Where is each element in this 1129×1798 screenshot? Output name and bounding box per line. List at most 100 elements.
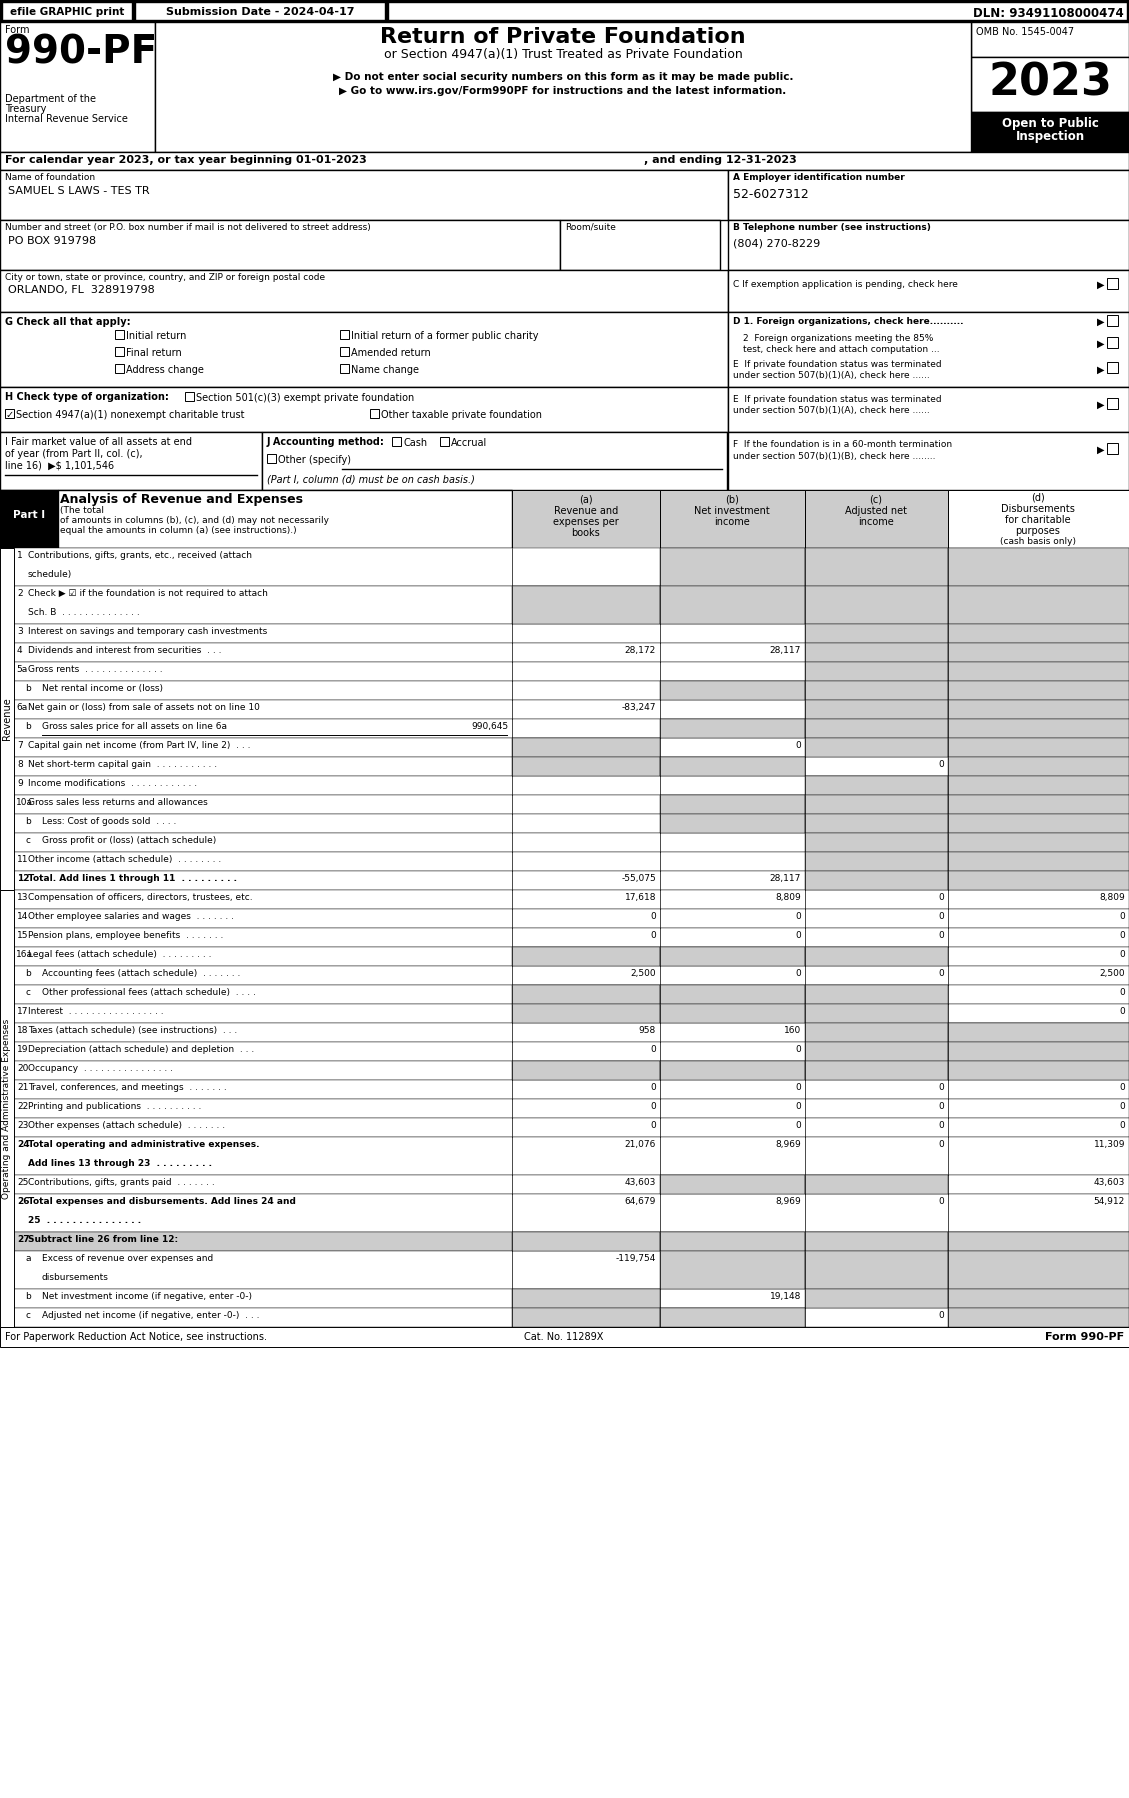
Bar <box>14 737 1129 757</box>
Bar <box>2 2 132 20</box>
Text: Adjusted net income (if negative, enter -0-)  . . .: Adjusted net income (if negative, enter … <box>42 1311 260 1320</box>
Text: 19: 19 <box>17 1045 28 1054</box>
Text: Net gain or (loss) from sale of assets not on line 10: Net gain or (loss) from sale of assets n… <box>28 703 260 712</box>
Bar <box>5 408 14 417</box>
Bar <box>0 219 560 270</box>
Text: 0: 0 <box>650 1082 656 1091</box>
Text: 23: 23 <box>17 1120 28 1129</box>
Bar <box>948 644 1129 662</box>
Text: -119,754: -119,754 <box>615 1253 656 1262</box>
Bar <box>1108 397 1118 408</box>
Text: Treasury: Treasury <box>5 104 46 113</box>
Text: Net short-term capital gain  . . . . . . . . . . .: Net short-term capital gain . . . . . . … <box>28 761 217 770</box>
Bar <box>805 777 948 795</box>
Text: Operating and Administrative Expenses: Operating and Administrative Expenses <box>2 1018 11 1199</box>
Text: Travel, conferences, and meetings  . . . . . . .: Travel, conferences, and meetings . . . … <box>28 1082 227 1091</box>
Text: 990-PF: 990-PF <box>5 34 157 72</box>
Bar <box>948 777 1129 795</box>
Bar <box>948 1232 1129 1251</box>
Bar <box>805 1003 948 1023</box>
Bar <box>948 662 1129 681</box>
Bar <box>14 662 1129 681</box>
Text: 52-6027312: 52-6027312 <box>733 189 808 201</box>
Text: b: b <box>25 969 30 978</box>
Text: c: c <box>25 987 30 998</box>
Bar <box>805 795 948 814</box>
Bar <box>805 699 948 719</box>
Text: ORLANDO, FL  328919798: ORLANDO, FL 328919798 <box>8 286 155 295</box>
Text: Disbursements: Disbursements <box>1001 503 1075 514</box>
Bar <box>805 985 948 1003</box>
Text: 0: 0 <box>650 1120 656 1129</box>
Text: Contributions, gifts, grants, etc., received (attach: Contributions, gifts, grants, etc., rece… <box>28 550 252 559</box>
Bar <box>805 719 948 737</box>
Text: SAMUEL S LAWS - TES TR: SAMUEL S LAWS - TES TR <box>8 185 150 196</box>
Text: 0: 0 <box>938 969 944 978</box>
Bar <box>392 437 401 446</box>
Text: 0: 0 <box>1119 1007 1124 1016</box>
Text: Compensation of officers, directors, trustees, etc.: Compensation of officers, directors, tru… <box>28 894 253 903</box>
Text: 0: 0 <box>938 1311 944 1320</box>
Bar <box>388 2 1127 20</box>
Text: Check ▶ ☑ if the foundation is not required to attach: Check ▶ ☑ if the foundation is not requi… <box>28 590 268 599</box>
Bar <box>14 910 1129 928</box>
Text: Name of foundation: Name of foundation <box>5 173 95 182</box>
Bar <box>58 491 511 548</box>
Text: 0: 0 <box>938 1102 944 1111</box>
Text: 5a: 5a <box>16 665 27 674</box>
Text: Less: Cost of goods sold  . . . .: Less: Cost of goods sold . . . . <box>42 816 176 825</box>
Text: efile GRAPHIC print: efile GRAPHIC print <box>10 7 124 16</box>
Bar <box>511 757 660 777</box>
Bar <box>971 58 1129 111</box>
Bar <box>805 1251 948 1289</box>
Bar <box>14 870 1129 890</box>
Bar <box>14 1251 1129 1289</box>
Text: 21,076: 21,076 <box>624 1140 656 1149</box>
Text: Form: Form <box>5 25 29 34</box>
Text: ▶: ▶ <box>1097 340 1104 349</box>
Text: Gross profit or (loss) (attach schedule): Gross profit or (loss) (attach schedule) <box>42 836 217 845</box>
Text: Interest  . . . . . . . . . . . . . . . . .: Interest . . . . . . . . . . . . . . . .… <box>28 1007 164 1016</box>
Text: F  If the foundation is in a 60-month termination: F If the foundation is in a 60-month ter… <box>733 441 952 450</box>
Bar <box>0 22 155 153</box>
Text: E  If private foundation status was terminated: E If private foundation status was termi… <box>733 396 942 405</box>
Bar <box>971 22 1129 153</box>
Bar <box>560 219 720 270</box>
Text: 0: 0 <box>795 969 800 978</box>
Text: Room/suite: Room/suite <box>564 223 616 232</box>
Text: 0: 0 <box>1119 1102 1124 1111</box>
Text: 26: 26 <box>17 1197 29 1206</box>
Text: Contributions, gifts, grants paid  . . . . . . .: Contributions, gifts, grants paid . . . … <box>28 1178 215 1187</box>
Text: 14: 14 <box>17 912 28 921</box>
Bar <box>660 948 805 966</box>
Text: Return of Private Foundation: Return of Private Foundation <box>380 27 746 47</box>
Text: Amended return: Amended return <box>351 349 431 358</box>
Text: Net investment: Net investment <box>694 505 770 516</box>
Bar <box>155 22 971 153</box>
Text: Income modifications  . . . . . . . . . . . .: Income modifications . . . . . . . . . .… <box>28 779 198 788</box>
Text: OMB No. 1545-0047: OMB No. 1545-0047 <box>975 27 1074 38</box>
Text: Final return: Final return <box>126 349 182 358</box>
Text: 12: 12 <box>17 874 29 883</box>
Text: Internal Revenue Service: Internal Revenue Service <box>5 113 128 124</box>
Bar <box>14 1136 1129 1176</box>
Text: Total. Add lines 1 through 11  . . . . . . . . .: Total. Add lines 1 through 11 . . . . . … <box>28 874 237 883</box>
Bar <box>14 1232 1129 1251</box>
Bar <box>660 491 805 548</box>
Bar <box>0 491 58 548</box>
Bar <box>948 719 1129 737</box>
Bar <box>660 1176 805 1194</box>
Bar <box>14 1307 1129 1327</box>
Bar <box>266 455 275 464</box>
Text: 0: 0 <box>795 1120 800 1129</box>
Text: Add lines 13 through 23  . . . . . . . . .: Add lines 13 through 23 . . . . . . . . … <box>28 1160 212 1169</box>
Text: Cat. No. 11289X: Cat. No. 11289X <box>524 1332 604 1341</box>
Text: equal the amounts in column (a) (see instructions).): equal the amounts in column (a) (see ins… <box>60 527 297 536</box>
Bar <box>948 1289 1129 1307</box>
Text: 27: 27 <box>17 1235 29 1244</box>
Text: Gross sales price for all assets on line 6a: Gross sales price for all assets on line… <box>42 723 227 732</box>
Bar <box>728 387 1129 432</box>
Text: Pension plans, employee benefits  . . . . . . .: Pension plans, employee benefits . . . .… <box>28 931 224 940</box>
Text: 2,500: 2,500 <box>630 969 656 978</box>
Bar <box>0 22 1129 153</box>
